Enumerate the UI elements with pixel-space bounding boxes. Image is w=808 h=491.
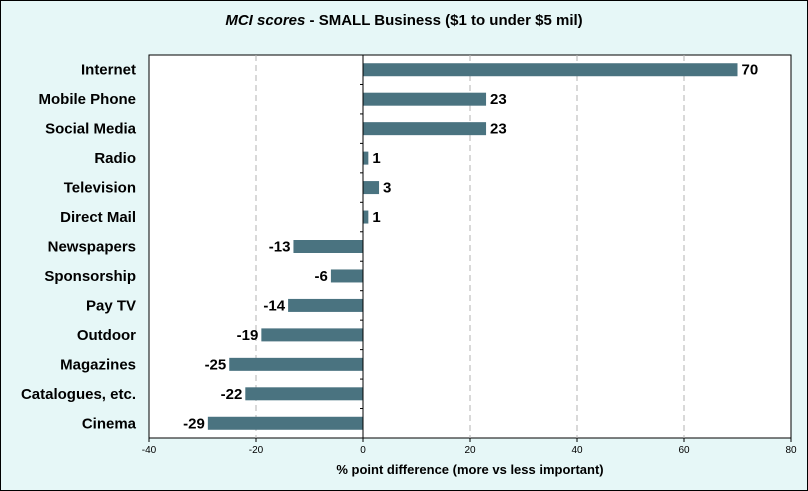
- x-tick-label: -20: [249, 445, 264, 456]
- category-label: Magazines: [60, 356, 136, 373]
- x-tick-label: 0: [360, 445, 366, 456]
- chart-title-italic: MCI scores: [225, 12, 306, 29]
- category-label: Social Media: [45, 121, 137, 138]
- category-label: Newspapers: [48, 239, 136, 256]
- bar: [363, 181, 380, 195]
- category-label: Sponsorship: [44, 268, 136, 285]
- category-label: Television: [64, 180, 136, 197]
- category-label: Catalogues, etc.: [21, 386, 136, 403]
- bars: [207, 63, 738, 430]
- data-label: -22: [221, 386, 243, 403]
- bar: [288, 298, 363, 312]
- axes: [148, 54, 792, 442]
- chart-title-rest: - SMALL Business ($1 to under $5 mil): [305, 12, 583, 29]
- data-label: 1: [372, 150, 380, 167]
- x-tick-label: 80: [785, 445, 797, 456]
- x-tick-label: 40: [571, 445, 583, 456]
- category-label: Outdoor: [77, 327, 136, 344]
- labels: -40 -20 0 20 40 60 80 Internet 70 Mobile Phone 23 S…: [21, 62, 797, 456]
- data-label: 1: [372, 209, 380, 226]
- category-label: Direct Mail: [60, 209, 136, 226]
- x-axis-title: % point difference (more vs less importa…: [336, 462, 603, 477]
- bar: [245, 387, 363, 401]
- bar: [293, 240, 363, 253]
- category-label: Internet: [81, 62, 136, 79]
- category-label: Cinema: [82, 415, 137, 432]
- category-label: Radio: [94, 150, 136, 167]
- data-label: 23: [490, 91, 507, 108]
- bar: [363, 92, 487, 106]
- x-tick-label: -40: [142, 445, 157, 456]
- grid-lines: [255, 55, 685, 438]
- data-label: -6: [315, 268, 328, 285]
- bar: [330, 269, 363, 283]
- category-label: Mobile Phone: [39, 91, 137, 108]
- bar: [363, 151, 369, 165]
- bar: [229, 357, 363, 371]
- data-label: -29: [183, 415, 205, 432]
- bar: [363, 122, 487, 136]
- bar: [261, 328, 363, 342]
- data-label: 3: [383, 180, 391, 197]
- data-label: -25: [205, 356, 227, 373]
- bar: [363, 63, 738, 77]
- data-label: -14: [263, 297, 285, 314]
- bar: [363, 210, 369, 224]
- chart-title: MCI scores - SMALL Business ($1 to under…: [0, 12, 808, 29]
- category-label: Pay TV: [86, 297, 136, 314]
- x-tick-label: 20: [464, 445, 476, 456]
- data-label: 70: [742, 62, 759, 79]
- data-label: 23: [490, 121, 507, 138]
- x-tick-label: 60: [678, 445, 690, 456]
- data-label: -19: [237, 327, 259, 344]
- data-label: -13: [269, 239, 291, 256]
- bar: [207, 416, 363, 430]
